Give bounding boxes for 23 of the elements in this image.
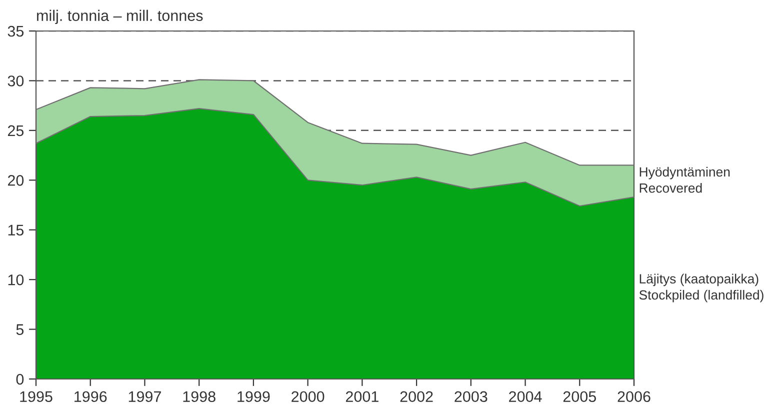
x-tick-label: 2005 [563, 391, 596, 402]
x-tick-label: 2001 [346, 391, 378, 402]
y-axis-title: milj. tonnia – mill. tonnes [37, 10, 203, 24]
x-tick-label: 1998 [183, 391, 216, 402]
x-tick-label: 1995 [20, 391, 52, 402]
y-tick-label: 35 [8, 26, 24, 37]
x-tick-label: 1997 [128, 391, 161, 402]
y-tick-label: 10 [8, 274, 24, 286]
x-tick-label: 2002 [400, 391, 433, 402]
y-tick-label: 30 [8, 76, 24, 86]
x-tick-label: 1996 [74, 391, 107, 402]
x-tick-label: 2004 [509, 391, 542, 402]
x-tick-label: 2003 [454, 391, 488, 402]
y-tick-label: 0 [16, 374, 24, 385]
x-tick-label: 2006 [618, 391, 650, 402]
series-label: Läjitys (kaatopaikka) Stockpiled (landfilled) [639, 274, 764, 302]
y-tick-label: 5 [16, 324, 24, 335]
y-tick-label: 15 [8, 224, 24, 236]
series-label: Hyödyntäminen Recovered [640, 166, 730, 193]
x-tick-label: 2000 [292, 391, 324, 402]
y-tick-label: 20 [8, 175, 24, 186]
y-tick-label: 25 [8, 125, 24, 136]
x-tick-label: 1999 [238, 391, 270, 402]
